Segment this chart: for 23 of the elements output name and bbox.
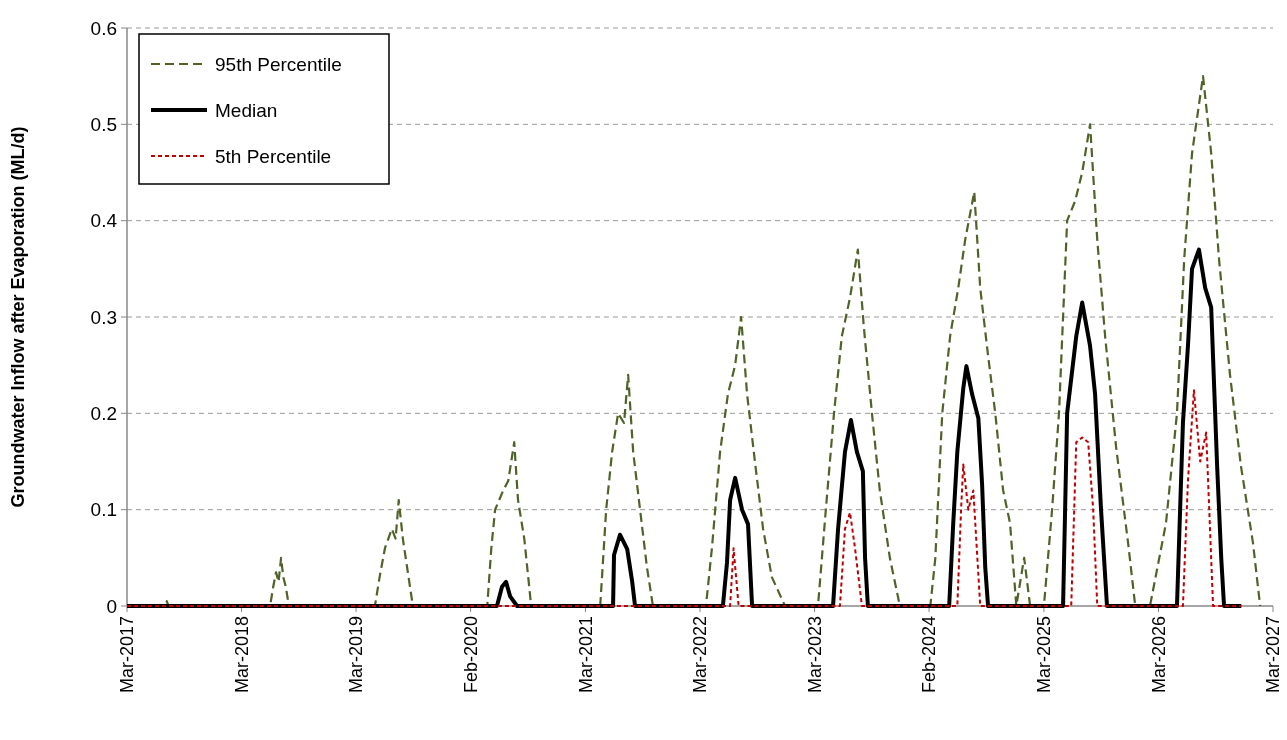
x-tick-label: Feb-2020	[460, 616, 481, 694]
y-tick-label: 0.2	[90, 402, 117, 424]
x-tick-label: Mar-2026	[1148, 616, 1169, 694]
legend-label: 5th Percentile	[215, 145, 332, 167]
y-tick-label: 0	[106, 595, 117, 617]
y-axis-title: Groundwater Inflow after Evaporation (ML/d)	[8, 126, 28, 508]
x-tick-label: Feb-2024	[919, 616, 940, 694]
x-tick-label: Mar-2018	[231, 616, 252, 694]
y-tick-label: 0.1	[90, 499, 117, 521]
x-tick-label: Mar-2023	[804, 616, 825, 694]
legend-label: Median	[215, 99, 278, 121]
legend-label: 95th Percentile	[215, 53, 342, 75]
x-tick-label: Mar-2025	[1034, 616, 1055, 694]
line-series	[126, 389, 1243, 607]
x-tick-label: Mar-2022	[690, 616, 711, 694]
x-tick-label: Mar-2027	[1263, 616, 1284, 694]
y-tick-label: 0.3	[90, 306, 117, 328]
y-tick-label: 0.4	[90, 210, 118, 232]
x-tick-label: Mar-2019	[346, 616, 367, 694]
y-tick-label: 0.5	[90, 113, 117, 135]
x-tick-label: Mar-2021	[575, 616, 596, 694]
x-tick-label: Mar-2017	[117, 616, 138, 694]
y-tick-label: 0.6	[90, 17, 117, 39]
